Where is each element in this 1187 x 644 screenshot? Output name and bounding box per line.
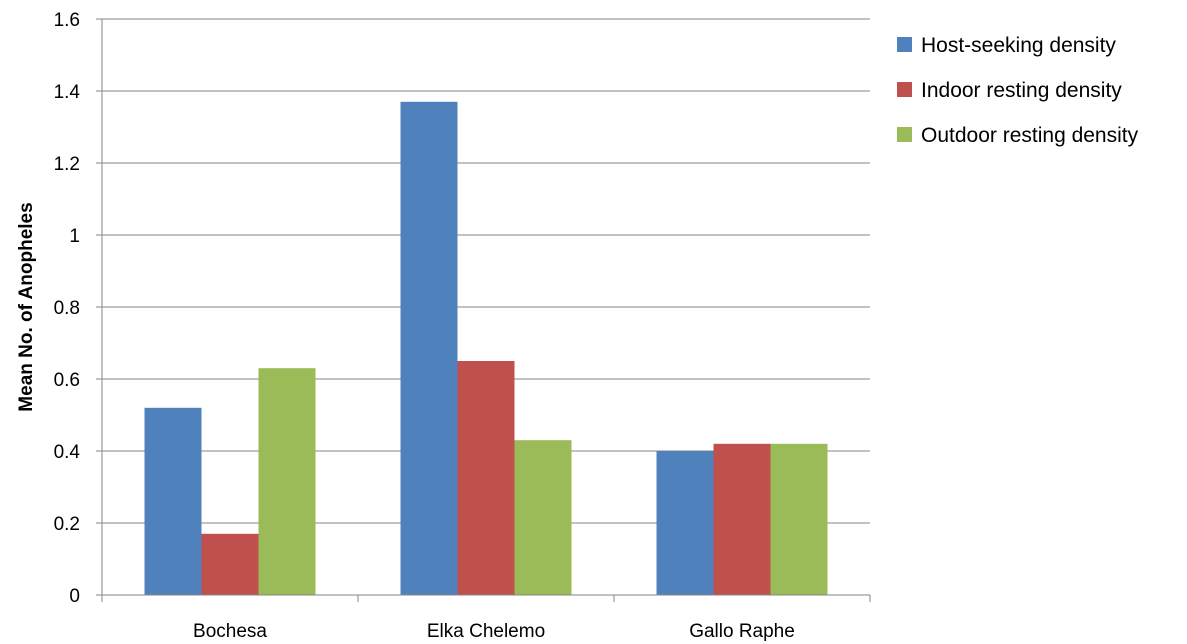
bar-outdoor-resting-density-elka-chelemo	[514, 440, 572, 595]
bar-host-seeking-density-elka-chelemo	[400, 101, 458, 596]
bar-indoor-resting-density-bochesa	[201, 533, 259, 595]
x-axis-ticks: Bochesa Elka Chelemo Gallo Raphe	[101, 595, 871, 642]
bars	[144, 101, 828, 596]
x-category-label: Bochesa	[193, 621, 267, 642]
legend-swatch	[897, 37, 912, 52]
y-tick-label: 0	[69, 586, 80, 607]
legend-label: Outdoor resting density	[921, 124, 1139, 147]
bar-outdoor-resting-density-bochesa	[258, 368, 316, 595]
y-tick-label: 0.8	[54, 298, 80, 319]
bar-outdoor-resting-density-gallo-raphe	[770, 443, 828, 595]
bar-indoor-resting-density-gallo-raphe	[713, 443, 771, 595]
y-tick-label: 1.4	[54, 82, 81, 103]
bar-host-seeking-density-bochesa	[144, 407, 202, 595]
y-tick-label: 1.6	[54, 10, 80, 31]
x-category-label: Gallo Raphe	[689, 621, 795, 642]
bar-host-seeking-density-gallo-raphe	[656, 451, 714, 595]
legend-label: Host-seeking density	[921, 34, 1116, 57]
bar-indoor-resting-density-elka-chelemo	[457, 361, 515, 595]
legend-swatch	[897, 127, 912, 142]
y-axis-ticks: 0 0.2 0.4 0.6 0.8 1 1.2 1.4 1.6	[54, 10, 102, 607]
y-tick-label: 0.6	[54, 370, 80, 391]
y-tick-label: 0.2	[54, 514, 80, 535]
x-category-label: Elka Chelemo	[427, 621, 545, 642]
y-tick-label: 0.4	[54, 442, 81, 463]
legend: Host-seeking density Indoor resting densi…	[897, 34, 1139, 147]
axes	[101, 19, 870, 596]
y-axis-label: Mean No. of Anopheles	[16, 202, 37, 411]
y-tick-label: 1.2	[54, 154, 80, 175]
y-tick-label: 1	[69, 226, 80, 247]
legend-label: Indoor resting density	[921, 79, 1122, 102]
legend-swatch	[897, 82, 912, 97]
